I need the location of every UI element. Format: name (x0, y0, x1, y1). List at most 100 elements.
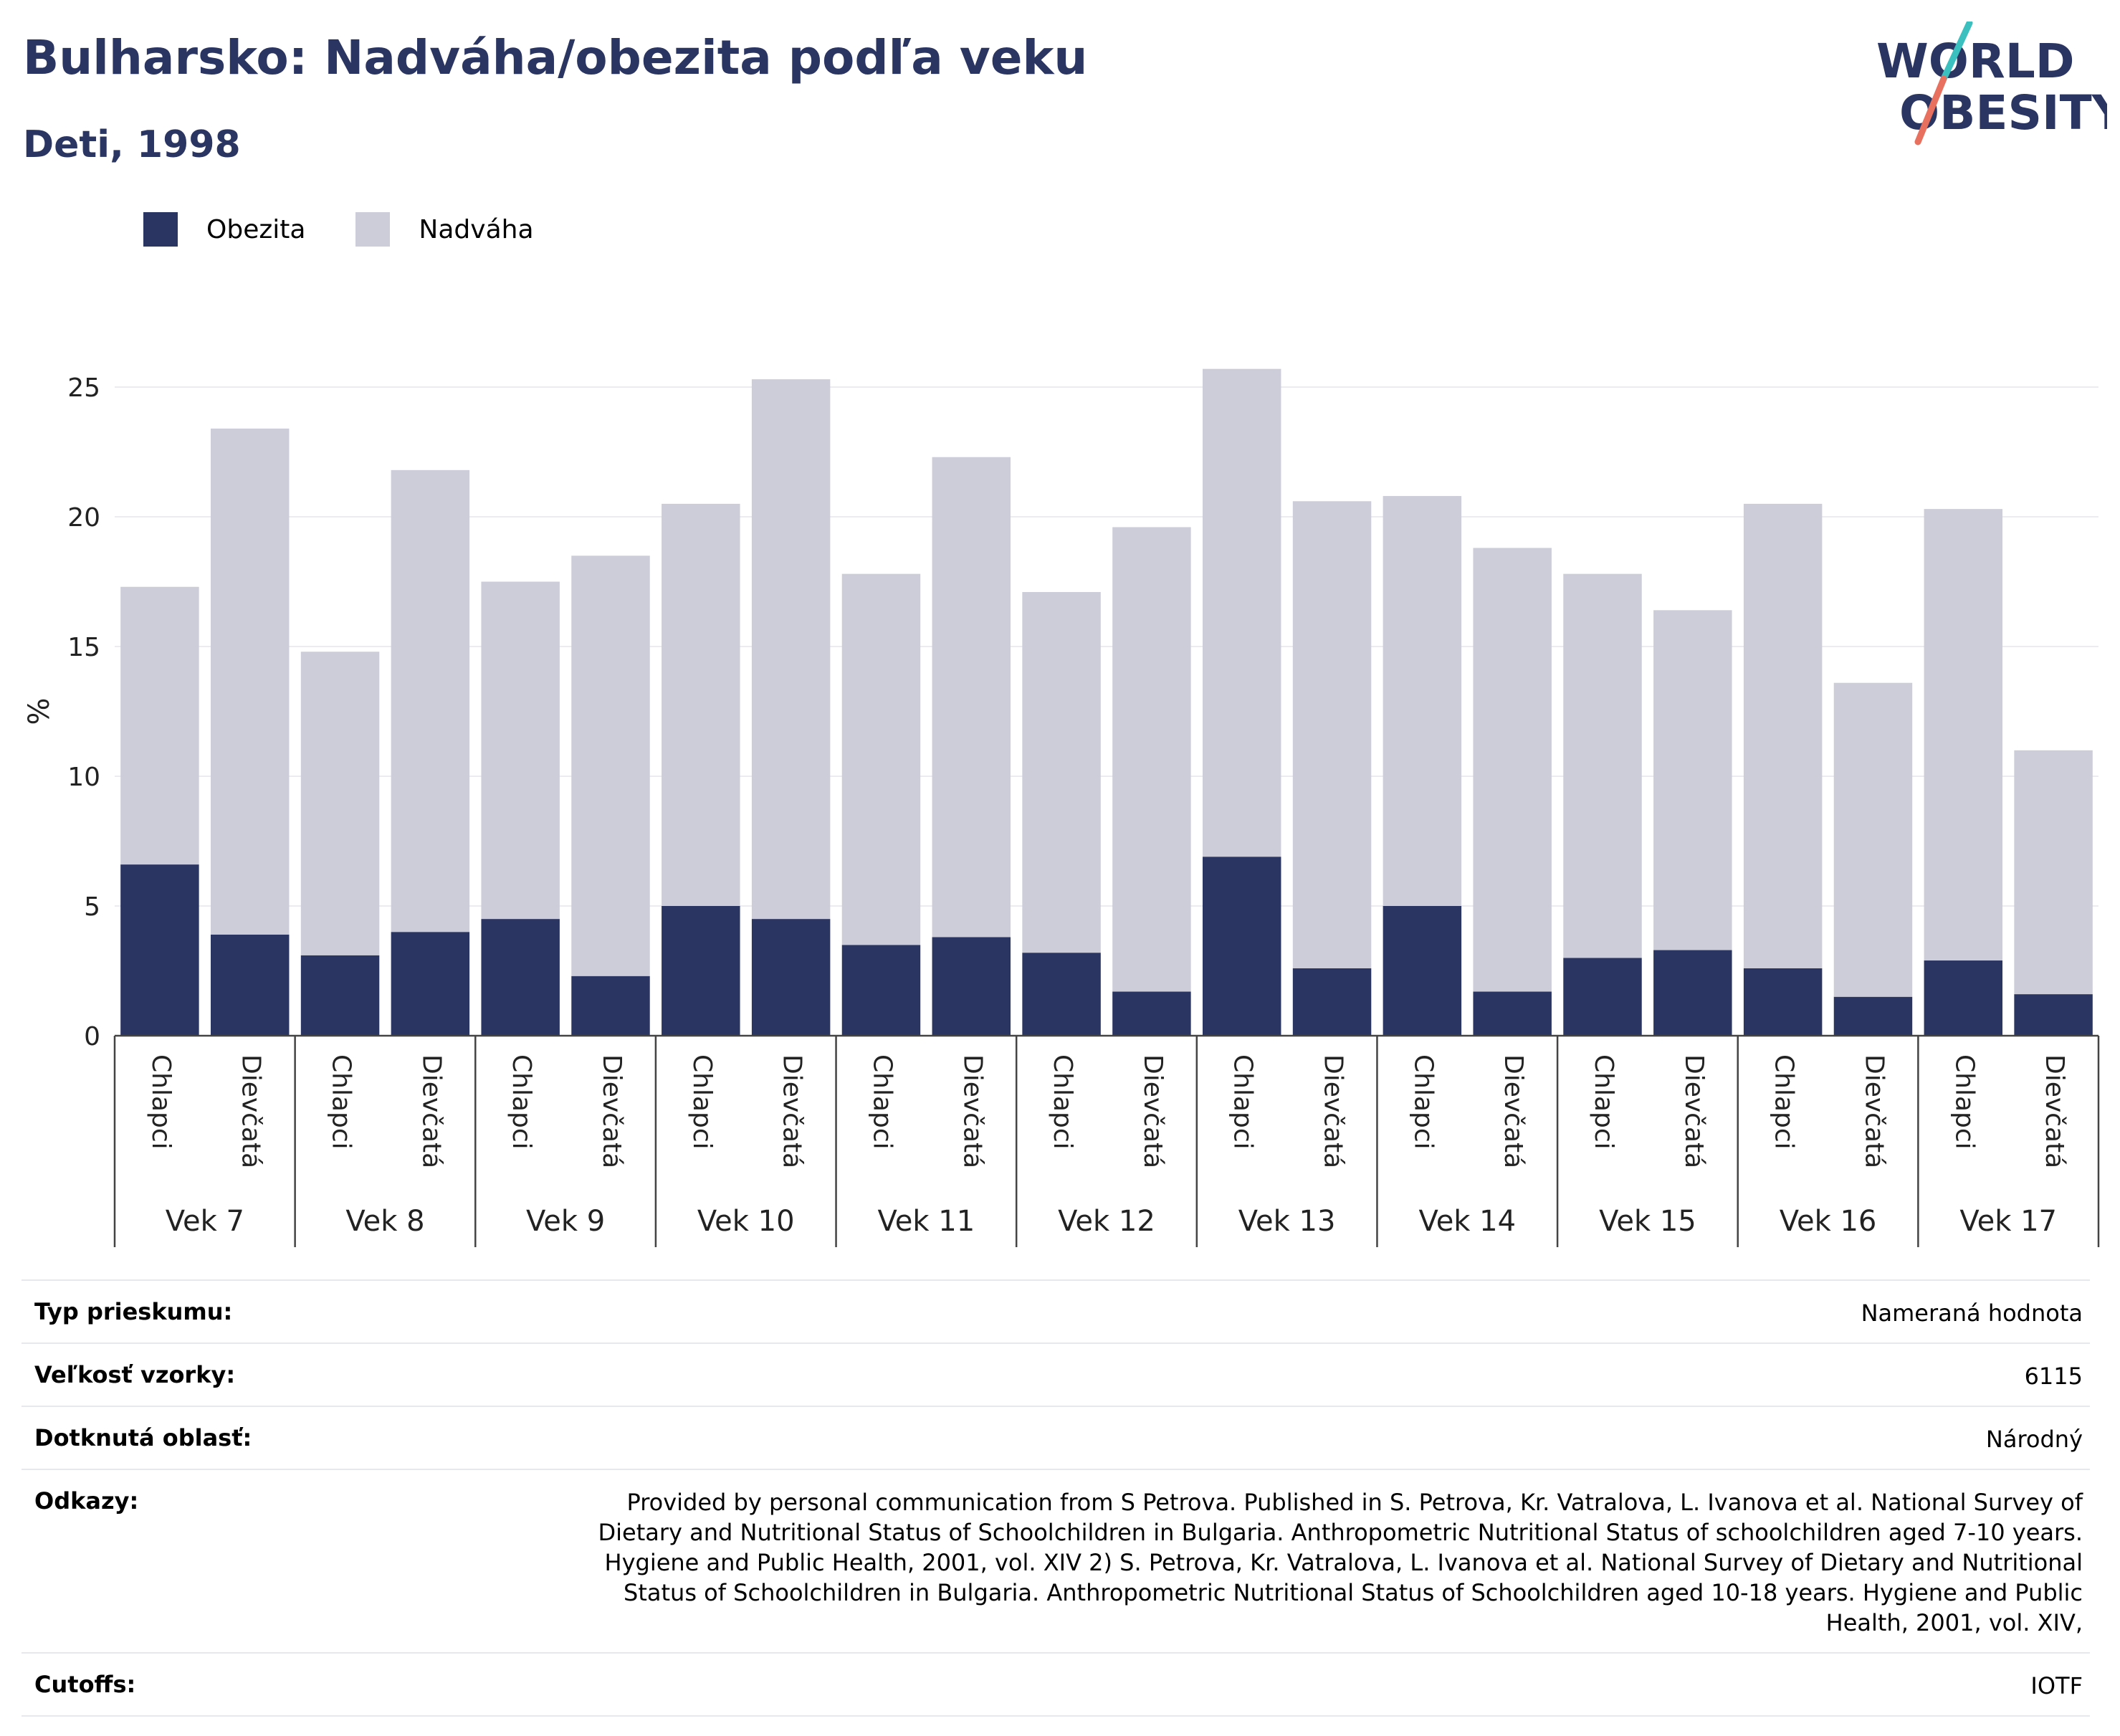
x-subcategory-label: Dievčatá (597, 1054, 626, 1168)
world-obesity-logo: WORLD OBESITY (1876, 22, 2107, 146)
y-tick-label: 0 (84, 1022, 100, 1051)
info-label: Odkazy: (34, 1487, 139, 1515)
bar-nadvaha (300, 652, 380, 955)
bar-nadvaha (1202, 368, 1281, 857)
bar-nadvaha (571, 555, 650, 976)
y-tick-label: 15 (67, 633, 100, 662)
x-subcategory-label: Dievčatá (416, 1054, 446, 1168)
x-group-label: Vek 17 (1959, 1205, 2057, 1238)
info-row-cutoffs: Cutoffs: IOTF (22, 1652, 2090, 1717)
bar-obezita (751, 919, 831, 1036)
info-value: Národný (1985, 1426, 2083, 1453)
y-tick-label: 5 (84, 892, 100, 922)
x-subcategory-label: Dievčatá (958, 1054, 987, 1168)
bar-obezita (662, 906, 740, 1036)
survey-info-table: Typ prieskumu: Nameraná hodnota Veľkosť … (22, 1279, 2090, 1717)
x-subcategory-label: Chlapci (1770, 1054, 1799, 1150)
x-group-label: Vek 15 (1599, 1205, 1696, 1238)
x-subcategory-label: Chlapci (1589, 1054, 1618, 1150)
bar-obezita (300, 955, 380, 1036)
x-subcategory-label: Chlapci (146, 1054, 176, 1150)
x-subcategory-label: Dievčatá (1499, 1054, 1528, 1168)
bar-nadvaha (841, 573, 921, 945)
info-label: Typ prieskumu: (34, 1298, 233, 1325)
bar-obezita (571, 976, 650, 1036)
x-subcategory-label: Chlapci (687, 1054, 717, 1150)
bar-obezita (391, 932, 470, 1036)
x-group-label: Vek 11 (878, 1205, 975, 1238)
bar-nadvaha (1383, 496, 1462, 906)
bar-nadvaha (1022, 591, 1101, 953)
x-subcategory-label: Chlapci (1048, 1054, 1077, 1150)
x-subcategory-label: Dievčatá (237, 1054, 266, 1168)
x-subcategory-label: Dievčatá (1679, 1054, 1709, 1168)
bar-obezita (1202, 857, 1281, 1036)
y-tick-label: 20 (67, 503, 100, 533)
bar-obezita (841, 945, 921, 1036)
x-subcategory-label: Chlapci (1949, 1054, 1979, 1150)
info-label: Cutoffs: (34, 1671, 136, 1698)
y-axis-label: % (23, 697, 56, 725)
x-group-label: Vek 9 (526, 1205, 605, 1238)
bar-chart: 0 5 10 15 20 25% Chlapci Dievčatá Chlapci Dievčat… (23, 368, 2100, 1247)
bar-nadvaha (1743, 503, 1823, 968)
bar-nadvaha (1924, 509, 2003, 961)
x-group-label: Vek 14 (1418, 1205, 1516, 1238)
chart-title: Bulharsko: Nadváha/obezita podľa veku (23, 30, 1088, 85)
info-value: Nameraná hodnota (1861, 1299, 2083, 1327)
info-row-survey-type: Typ prieskumu: Nameraná hodnota (22, 1279, 2090, 1342)
bar-obezita (210, 934, 290, 1036)
bar-obezita (481, 919, 560, 1036)
x-subcategory-label: Chlapci (1408, 1054, 1438, 1150)
bar-nadvaha (391, 469, 470, 933)
x-group-label: Vek 10 (697, 1205, 795, 1238)
bar-obezita (120, 864, 199, 1036)
bar-obezita (932, 937, 1011, 1036)
bar-obezita (1743, 968, 1823, 1036)
info-label: Dotknutá oblasť: (34, 1424, 252, 1451)
x-group-label: Vek 12 (1058, 1205, 1155, 1238)
info-value: Provided by personal communication from … (598, 1489, 2083, 1636)
logo-line-1: WORLD (1876, 34, 2075, 89)
bar-obezita (1383, 906, 1462, 1036)
bar-obezita (2014, 994, 2093, 1036)
bar-nadvaha (1112, 527, 1191, 992)
logo-slash-coral (1914, 75, 1947, 146)
bar-obezita (1924, 960, 2003, 1036)
bar-nadvaha (751, 379, 831, 920)
bar-obezita (1292, 968, 1372, 1036)
legend-swatch-nadvaha (355, 212, 391, 247)
x-group-label: Vek 16 (1780, 1205, 1877, 1238)
y-tick-label: 25 (67, 373, 100, 403)
bar-nadvaha (1292, 501, 1372, 968)
info-value: IOTF (2030, 1672, 2083, 1699)
y-tick-label: 10 (67, 763, 100, 792)
legend-item-nadvaha[interactable]: Nadváha (355, 212, 534, 247)
info-row-area: Dotknutá oblasť: Národný (22, 1406, 2090, 1469)
x-subcategory-label: Dievčatá (1859, 1054, 1889, 1168)
bar-nadvaha (1563, 573, 1642, 958)
info-row-references: Odkazy: Provided by personal communicati… (22, 1469, 2090, 1652)
logo-slash-teal (1940, 22, 1973, 82)
bar-nadvaha (120, 586, 199, 865)
bar-obezita (1563, 958, 1642, 1036)
bar-nadvaha (1833, 682, 1913, 997)
bar-obezita (1473, 991, 1552, 1036)
bar-nadvaha (662, 503, 740, 906)
chart-subtitle: Deti, 1998 (23, 123, 241, 166)
chart-legend: Obezita Nadváha (143, 212, 584, 247)
x-group-label: Vek 8 (345, 1205, 424, 1238)
x-subcategory-label: Chlapci (507, 1054, 536, 1150)
x-subcategory-label: Dievčatá (1319, 1054, 1348, 1168)
x-subcategory-label: Dievčatá (778, 1054, 807, 1168)
info-row-sample-size: Veľkosť vzorky: 6115 (22, 1342, 2090, 1406)
bar-obezita (1833, 996, 1913, 1036)
x-subcategory-label: Dievčatá (1138, 1054, 1168, 1168)
bar-nadvaha (1473, 548, 1552, 992)
bar-nadvaha (210, 428, 290, 935)
info-value: 6115 (2024, 1363, 2083, 1390)
legend-item-obezita[interactable]: Obezita (143, 212, 305, 247)
bar-obezita (1112, 991, 1191, 1036)
bar-nadvaha (1653, 610, 1732, 950)
info-label: Veľkosť vzorky: (34, 1361, 236, 1388)
